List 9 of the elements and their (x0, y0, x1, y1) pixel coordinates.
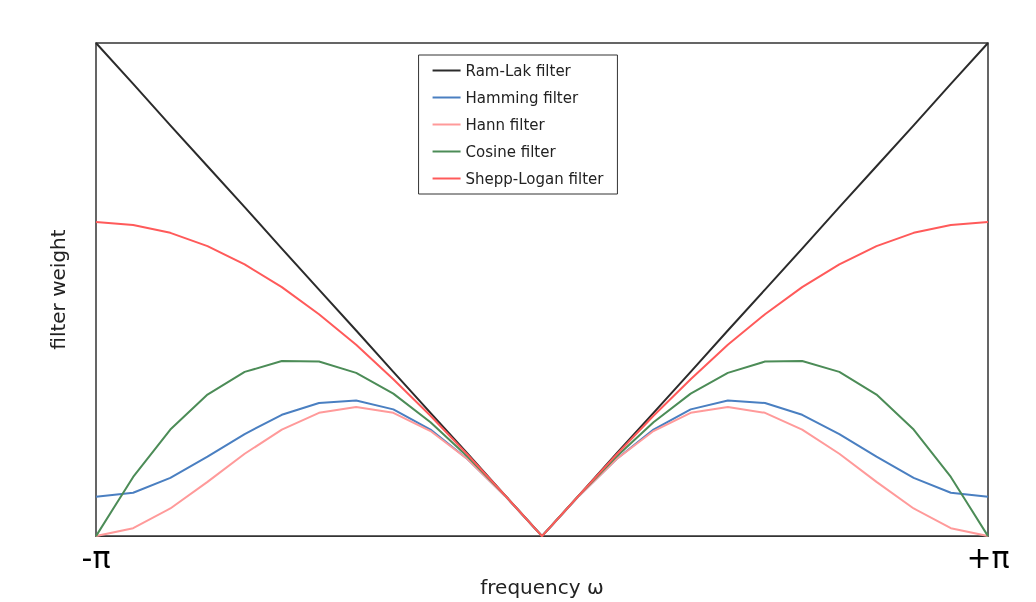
x-axis-title: frequency ω (480, 575, 604, 599)
x-tick-label: +π (966, 539, 1010, 575)
y-axis-title: filter weight (46, 229, 70, 350)
legend-label: Cosine filter (465, 142, 557, 161)
x-tick-label: -π (81, 539, 111, 575)
legend-label: Hann filter (465, 115, 546, 134)
legend-label: Hamming filter (465, 88, 579, 107)
legend-label: Shepp-Logan filter (465, 169, 605, 188)
legend-label: Ram-Lak filter (465, 61, 572, 80)
